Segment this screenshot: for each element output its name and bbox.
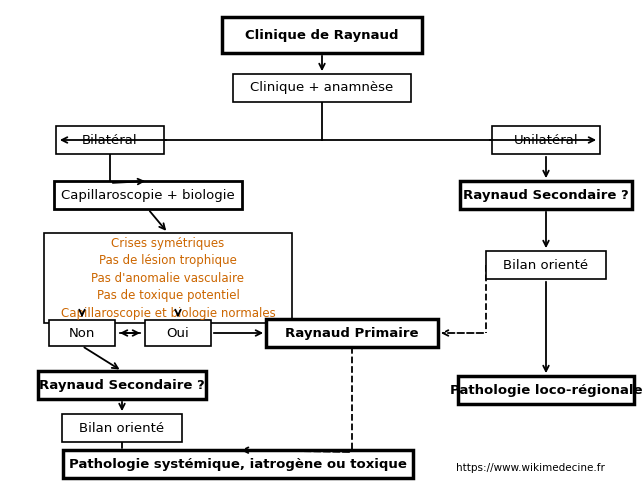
- Text: Raynaud Primaire: Raynaud Primaire: [285, 326, 419, 340]
- Text: Non: Non: [69, 326, 95, 340]
- Text: Bilatéral: Bilatéral: [82, 133, 138, 147]
- Bar: [49, 320, 115, 346]
- Text: Crises symétriques
Pas de lésion trophique
Pas d'anomalie vasculaire
Pas de toxi: Crises symétriques Pas de lésion trophiq…: [61, 237, 276, 319]
- Text: Bilan orienté: Bilan orienté: [504, 259, 589, 271]
- Bar: [38, 371, 206, 399]
- Text: Clinique + anamnèse: Clinique + anamnèse: [251, 81, 393, 95]
- Text: Pathologie loco-régionale: Pathologie loco-régionale: [450, 384, 642, 396]
- Bar: [486, 251, 606, 279]
- Text: https://www.wikimedecine.fr: https://www.wikimedecine.fr: [455, 463, 605, 473]
- Bar: [62, 414, 182, 442]
- Bar: [44, 233, 292, 323]
- Bar: [460, 181, 632, 209]
- Bar: [145, 320, 211, 346]
- Bar: [56, 126, 164, 154]
- Bar: [54, 181, 242, 209]
- Bar: [233, 74, 411, 102]
- Bar: [266, 319, 438, 347]
- Bar: [222, 17, 422, 53]
- Text: Raynaud Secondaire ?: Raynaud Secondaire ?: [39, 378, 205, 392]
- Text: Clinique de Raynaud: Clinique de Raynaud: [245, 28, 399, 42]
- Text: Bilan orienté: Bilan orienté: [79, 421, 165, 435]
- Bar: [492, 126, 600, 154]
- Bar: [458, 376, 634, 404]
- Text: Oui: Oui: [167, 326, 189, 340]
- Text: Pathologie systémique, iatrogène ou toxique: Pathologie systémique, iatrogène ou toxi…: [69, 458, 407, 470]
- Text: Raynaud Secondaire ?: Raynaud Secondaire ?: [463, 189, 629, 201]
- Text: Unilatéral: Unilatéral: [514, 133, 578, 147]
- Text: Capillaroscopie + biologie: Capillaroscopie + biologie: [61, 189, 235, 201]
- Bar: [63, 450, 413, 478]
